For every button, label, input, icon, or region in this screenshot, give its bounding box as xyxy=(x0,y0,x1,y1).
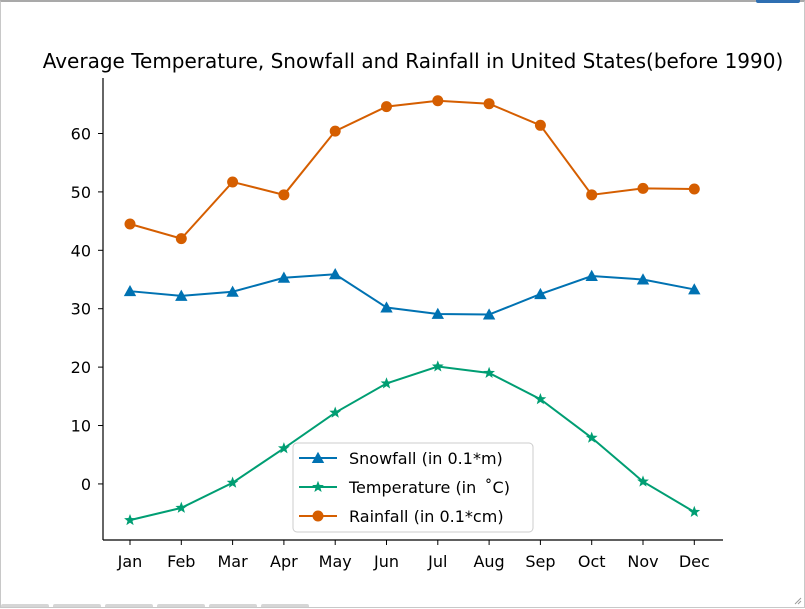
data-point xyxy=(586,189,598,201)
series-circle xyxy=(124,95,700,245)
x-tick-label: Feb xyxy=(167,552,195,571)
x-tick-label: May xyxy=(319,552,352,571)
data-point xyxy=(688,183,700,195)
resize-grip-icon[interactable] xyxy=(792,595,802,605)
legend-marker xyxy=(311,451,325,463)
series-triangle xyxy=(123,268,701,320)
data-point xyxy=(124,218,136,230)
legend-marker xyxy=(312,480,324,493)
data-point xyxy=(329,406,342,418)
x-tick-label: Mar xyxy=(218,552,249,571)
x-tick-label: Aug xyxy=(473,552,504,571)
data-point xyxy=(637,182,649,194)
data-point xyxy=(227,176,239,188)
series-star xyxy=(124,360,701,526)
legend: Snowfall (in 0.1*m) Temperature (in ˚C) Ra… xyxy=(292,442,534,533)
data-point xyxy=(175,289,188,301)
data-point xyxy=(277,271,291,283)
legend-marker xyxy=(312,510,324,522)
legend-label: Rainfall (in 0.1*cm) xyxy=(349,507,504,526)
x-tick-label: Apr xyxy=(270,552,298,571)
data-point xyxy=(329,125,341,137)
legend-label: Snowfall (in 0.1*m) xyxy=(349,449,503,468)
toolbar-tab[interactable] xyxy=(209,604,257,607)
data-point xyxy=(483,366,495,378)
data-point xyxy=(636,273,650,285)
toolbar-tab[interactable] xyxy=(105,604,153,607)
series-line xyxy=(129,273,695,316)
toolbar-tab[interactable] xyxy=(157,604,205,607)
legend-box xyxy=(292,442,534,533)
data-point xyxy=(431,307,444,319)
chart-title: Average Temperature, Snowfall and Rainfa… xyxy=(43,49,784,73)
data-point xyxy=(175,501,188,513)
toolbar-tab[interactable] xyxy=(53,604,101,607)
bottom-toolbar-tabs xyxy=(1,604,331,607)
x-tick-label: Jan xyxy=(117,552,143,571)
data-point xyxy=(482,308,496,320)
data-point xyxy=(534,287,547,300)
data-point xyxy=(637,475,649,487)
window-corner-button[interactable] xyxy=(756,0,800,3)
data-point xyxy=(432,95,444,107)
data-point xyxy=(483,98,495,110)
data-point xyxy=(431,360,444,372)
data-point xyxy=(585,269,598,281)
data-point xyxy=(380,377,393,389)
x-tick-label: Jul xyxy=(427,552,447,571)
legend-label: Temperature (in ˚C) xyxy=(348,478,510,497)
y-tick-label: 60 xyxy=(71,124,91,143)
y-tick-label: 10 xyxy=(71,417,91,436)
data-point xyxy=(124,513,136,526)
x-tick-label: Nov xyxy=(627,552,658,571)
y-tick-label: 20 xyxy=(71,358,91,377)
data-point xyxy=(123,284,137,297)
y-tick-label: 50 xyxy=(71,183,91,202)
data-point xyxy=(534,119,546,131)
toolbar-tab[interactable] xyxy=(261,604,309,607)
y-tick-label: 0 xyxy=(81,475,91,494)
data-point xyxy=(278,189,290,201)
data-point xyxy=(585,431,598,443)
data-point xyxy=(329,268,342,280)
data-point xyxy=(380,301,393,313)
x-tick-label: Dec xyxy=(679,552,710,571)
x-tick-label: Sep xyxy=(525,552,555,571)
series-layer xyxy=(123,95,701,526)
data-point xyxy=(278,442,290,454)
x-tick-label: Oct xyxy=(578,552,606,571)
data-point xyxy=(226,285,239,297)
series-line xyxy=(129,99,695,240)
data-point xyxy=(534,393,547,405)
y-tick-label: 40 xyxy=(71,241,91,260)
toolbar-tab[interactable] xyxy=(1,604,49,607)
data-point xyxy=(226,476,239,488)
axes: 0 10 20 30 40 50 60 Jan Feb Mar Apr May Jun Jul Aug Sep… xyxy=(71,78,723,571)
data-point xyxy=(688,283,701,295)
series-line xyxy=(129,365,695,522)
x-tick-label: Jun xyxy=(373,552,399,571)
y-tick-label: 30 xyxy=(71,300,91,319)
data-point xyxy=(381,101,392,113)
data-point xyxy=(688,505,701,517)
data-point xyxy=(175,233,187,245)
